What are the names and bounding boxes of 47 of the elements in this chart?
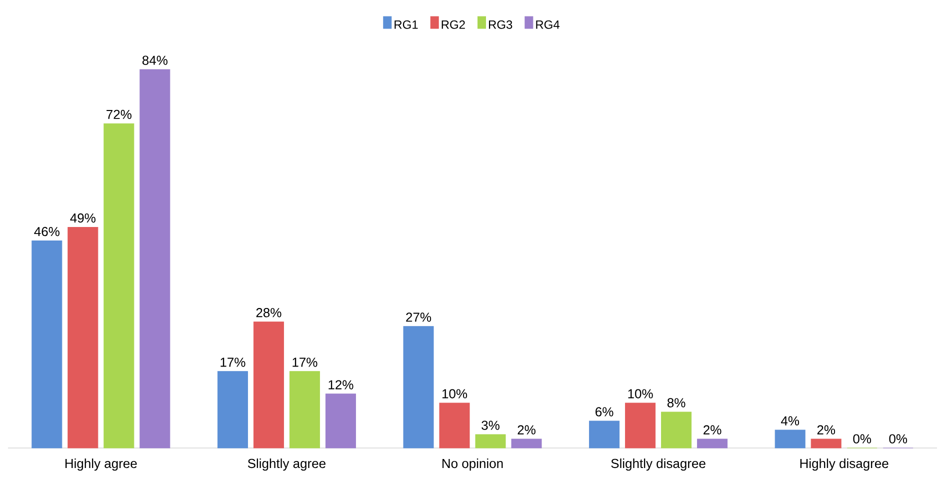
data-label: 27% [406, 312, 432, 322]
data-label: 6% [596, 407, 614, 416]
bar [697, 438, 728, 448]
data-label: 4% [781, 416, 800, 426]
bar [810, 438, 842, 448]
x-tick-label: No opinion [442, 458, 503, 471]
bar [475, 434, 506, 448]
bar [289, 371, 320, 448]
data-label: 84% [142, 56, 168, 65]
x-tick-label: Highly disagree [800, 458, 888, 471]
legend-label: RG1 [394, 20, 418, 29]
data-label: 17% [220, 358, 246, 367]
data-label: 0% [889, 434, 908, 444]
data-label: 10% [628, 389, 653, 398]
data-label: 10% [442, 389, 468, 398]
data-label: 0% [853, 434, 872, 444]
bar [625, 402, 656, 448]
legend-label: RG4 [536, 20, 560, 29]
bar [325, 394, 356, 448]
data-label: 72% [106, 110, 132, 119]
legend-label: RG3 [488, 20, 512, 29]
x-tick-label: Highly agree [65, 458, 137, 471]
data-label: 17% [292, 358, 318, 367]
data-label: 2% [704, 425, 722, 434]
legend-label: RG2 [442, 20, 465, 29]
bar [140, 69, 170, 448]
bar [511, 438, 542, 448]
bar [403, 326, 434, 448]
x-tick-label: Slightly agree [248, 458, 326, 471]
bar [589, 420, 620, 448]
data-label: 28% [256, 308, 282, 318]
data-label: 8% [667, 398, 686, 408]
bar [217, 371, 248, 448]
data-label: 49% [70, 213, 96, 223]
bar [68, 226, 98, 448]
bar [104, 123, 134, 448]
bar [661, 412, 692, 448]
data-label: 3% [482, 420, 500, 430]
bar [253, 322, 284, 448]
x-tick-label: Slightly disagree [611, 458, 706, 471]
data-label: 2% [518, 425, 536, 434]
bar [774, 430, 806, 448]
data-label: 46% [34, 226, 60, 236]
data-label: 2% [817, 425, 836, 434]
bar [32, 240, 62, 448]
data-label: 12% [328, 380, 354, 390]
bar [439, 402, 470, 448]
